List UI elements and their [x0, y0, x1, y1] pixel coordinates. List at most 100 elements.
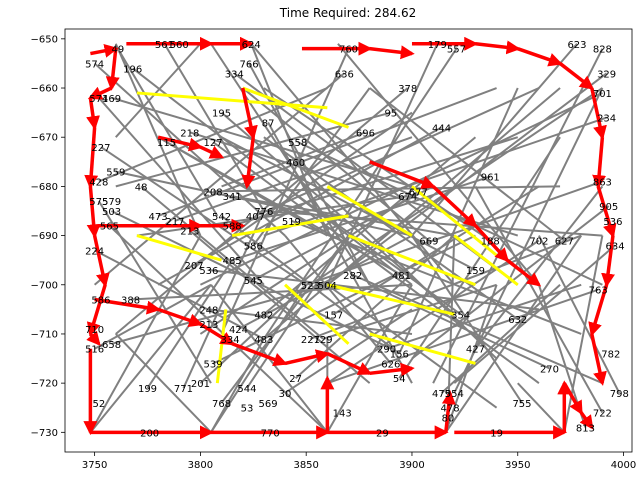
y-tick-label: −680	[31, 182, 58, 193]
gray-edge	[411, 235, 523, 404]
gray-edge	[327, 288, 599, 385]
yellow-edge	[242, 86, 350, 129]
gray-edge	[212, 141, 540, 384]
gray-edge	[254, 87, 540, 217]
gray-edge	[199, 190, 419, 335]
gray-edge	[453, 244, 616, 384]
node-label: 763	[589, 286, 608, 297]
red-route-segment	[369, 45, 415, 60]
yellow-edge	[453, 234, 519, 286]
node-label: 586	[244, 241, 263, 252]
node-label: 722	[593, 409, 612, 420]
node-label: 290	[377, 345, 396, 356]
node-label: 218	[180, 128, 199, 139]
red-route-segment	[199, 145, 225, 159]
node-label: 29	[376, 428, 389, 439]
node-label: 961	[481, 173, 500, 184]
y-tick-label: −710	[31, 329, 58, 340]
gray-edge	[114, 43, 202, 236]
node-label: 627	[555, 237, 574, 248]
gray-edge	[453, 87, 604, 394]
gray-edge	[208, 308, 413, 335]
node-label: 575	[89, 197, 108, 208]
node-label: 677	[409, 187, 428, 198]
red-route-segment	[231, 342, 288, 367]
node-label: 544	[237, 384, 256, 395]
node-label: 571	[89, 94, 108, 105]
y-tick-label: −670	[31, 133, 58, 144]
node-label: 282	[343, 271, 362, 282]
gray-edge	[115, 87, 409, 335]
node-label: 626	[381, 359, 400, 370]
gray-edge	[352, 274, 603, 385]
node-label: 554	[445, 389, 464, 400]
gray-edge	[89, 284, 212, 433]
red-route-segment	[94, 297, 161, 315]
node-label: 179	[428, 40, 447, 51]
y-tick-label: −650	[31, 34, 58, 45]
gray-edge	[444, 235, 583, 433]
gray-edge	[444, 284, 498, 433]
gray-edge	[538, 235, 621, 394]
node-label: 234	[597, 114, 616, 125]
node-label: 52	[92, 399, 105, 410]
red-route-segment	[92, 235, 110, 288]
red-route-segment	[199, 322, 235, 346]
gray-edge	[111, 283, 328, 345]
x-axis: 3750 3800 3850 3900 3950 4000	[82, 452, 636, 471]
gray-edge	[93, 72, 345, 286]
node-label: 129	[314, 335, 333, 346]
node-label: 127	[204, 138, 223, 149]
node-label: 469	[102, 94, 121, 105]
gray-edge	[210, 284, 308, 433]
node-label: 696	[356, 128, 375, 139]
gray-edge	[115, 43, 202, 138]
node-label: 701	[593, 89, 612, 100]
gray-edges	[89, 43, 621, 434]
gray-edge	[263, 136, 519, 321]
red-route-segment	[157, 135, 204, 152]
node-label: 428	[89, 177, 108, 188]
node-label: 217	[165, 217, 184, 228]
node-label: 329	[597, 69, 616, 80]
node-label: 588	[223, 222, 242, 233]
node-label: 213	[180, 227, 199, 238]
node-label: 632	[508, 315, 527, 326]
y-tick-label: −720	[31, 379, 58, 390]
node-label: 771	[174, 384, 193, 395]
node-label: 334	[225, 69, 244, 80]
node-label: 334	[220, 335, 239, 346]
gray-edge	[369, 87, 565, 242]
node-label: 813	[576, 423, 595, 434]
red-route-segment	[369, 160, 436, 189]
node-label: 560	[170, 40, 189, 51]
node-label: 156	[390, 350, 409, 361]
node-label: 196	[123, 64, 142, 75]
gray-edge	[305, 180, 603, 286]
node-label: 208	[204, 187, 223, 198]
node-label: 768	[212, 399, 231, 410]
node-label: 479	[432, 389, 451, 400]
node-label: 536	[199, 266, 218, 277]
gray-edge	[94, 249, 265, 340]
x-tick-label: 3800	[188, 460, 213, 471]
node-label: 623	[567, 40, 586, 51]
y-tick-label: −730	[31, 428, 58, 439]
gray-edge	[130, 283, 413, 301]
node-label: 539	[204, 359, 223, 370]
node-label: 536	[603, 217, 622, 228]
gray-edge	[115, 170, 413, 237]
x-tick-label: 4000	[611, 460, 636, 471]
node-label: 227	[301, 335, 320, 346]
node-label: 579	[102, 197, 121, 208]
node-label: 905	[599, 202, 618, 213]
red-route-segment	[284, 349, 331, 366]
gray-edge	[446, 235, 456, 418]
red-route-segment	[84, 127, 99, 190]
node-label: 49	[112, 45, 125, 56]
node-label: 227	[91, 143, 110, 154]
red-route-segment	[596, 185, 617, 239]
